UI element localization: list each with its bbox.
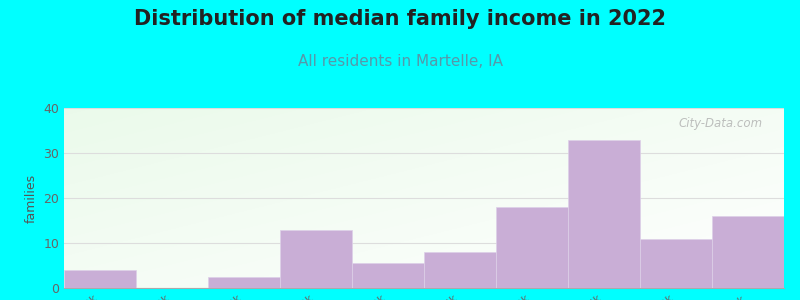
Text: All residents in Martelle, IA: All residents in Martelle, IA	[298, 54, 502, 69]
Text: City-Data.com: City-Data.com	[678, 117, 762, 130]
Bar	[280, 230, 352, 288]
Bar	[712, 216, 784, 288]
Text: Distribution of median family income in 2022: Distribution of median family income in …	[134, 9, 666, 29]
Bar	[496, 207, 568, 288]
Bar	[424, 252, 496, 288]
Bar	[64, 270, 136, 288]
Bar	[568, 140, 640, 288]
Bar	[352, 263, 424, 288]
Bar	[640, 238, 712, 288]
Bar	[208, 277, 280, 288]
Y-axis label: families: families	[25, 173, 38, 223]
